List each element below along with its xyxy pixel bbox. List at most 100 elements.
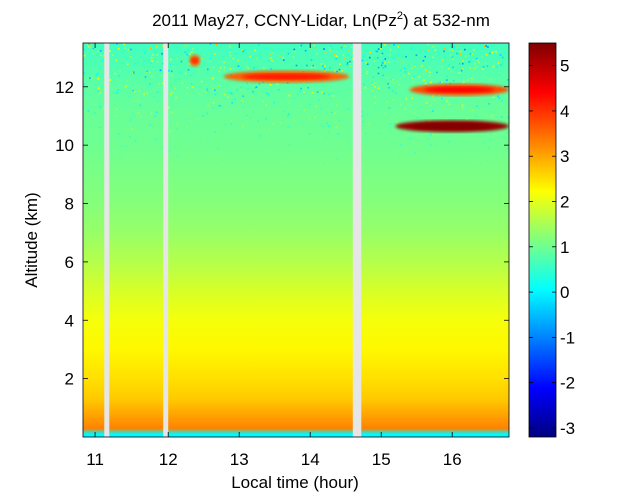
noise-speckle <box>195 98 197 101</box>
noise-speckle <box>388 86 390 89</box>
noise-speckle <box>469 60 472 63</box>
colorbar-tick-label: 0 <box>560 283 569 302</box>
noise-speckle <box>203 96 206 99</box>
noise-speckle <box>346 62 349 64</box>
noise-speckle <box>375 50 377 52</box>
noise-speckle <box>135 115 137 117</box>
noise-speckle <box>377 72 380 75</box>
noise-speckle <box>191 83 193 85</box>
x-tick-label: 14 <box>301 450 320 469</box>
noise-speckle <box>498 102 501 105</box>
noise-layer <box>83 43 509 168</box>
noise-speckle <box>263 67 265 70</box>
noise-speckle <box>91 49 94 51</box>
noise-speckle <box>437 51 440 53</box>
noise-speckle <box>414 65 416 67</box>
noise-speckle <box>133 99 135 102</box>
noise-speckle <box>115 108 118 110</box>
noise-speckle <box>374 67 376 69</box>
noise-speckle <box>143 93 145 96</box>
noise-speckle <box>466 118 468 120</box>
noise-speckle <box>462 106 464 109</box>
noise-speckle <box>489 138 491 141</box>
noise-speckle <box>242 125 244 128</box>
noise-speckle <box>346 63 348 66</box>
noise-speckle <box>407 64 409 66</box>
noise-speckle <box>273 101 276 104</box>
noise-speckle <box>379 48 382 50</box>
noise-speckle <box>491 115 494 117</box>
noise-speckle <box>389 53 391 56</box>
noise-speckle <box>144 76 147 78</box>
noise-speckle <box>83 83 85 86</box>
noise-speckle <box>255 86 258 88</box>
noise-speckle <box>452 66 454 69</box>
colorbar-tick-label: 4 <box>560 102 569 121</box>
noise-speckle <box>488 147 490 150</box>
noise-speckle <box>434 60 437 62</box>
noise-speckle <box>506 131 508 134</box>
noise-speckle <box>259 84 262 86</box>
noise-speckle <box>283 59 285 61</box>
noise-speckle <box>278 103 281 106</box>
noise-speckle <box>132 148 134 151</box>
noise-speckle <box>421 64 423 67</box>
noise-speckle <box>288 102 291 104</box>
noise-speckle <box>434 49 437 51</box>
noise-speckle <box>338 68 341 71</box>
noise-speckle <box>303 90 305 93</box>
noise-speckle <box>475 57 478 60</box>
noise-speckle <box>144 49 147 52</box>
noise-speckle <box>218 85 220 88</box>
noise-speckle <box>252 153 254 155</box>
noise-speckle <box>150 62 152 64</box>
noise-speckle <box>189 53 191 55</box>
noise-speckle <box>247 67 250 69</box>
noise-speckle <box>412 81 414 84</box>
noise-speckle <box>299 46 301 49</box>
noise-speckle <box>237 59 240 62</box>
noise-speckle <box>463 81 465 83</box>
x-tick-label: 12 <box>159 450 178 469</box>
noise-speckle <box>327 151 330 153</box>
noise-speckle <box>282 56 284 59</box>
noise-speckle <box>138 90 141 92</box>
noise-speckle <box>362 149 364 152</box>
noise-speckle <box>232 58 234 60</box>
noise-speckle <box>324 65 326 67</box>
noise-speckle <box>308 47 311 49</box>
noise-speckle <box>396 121 398 123</box>
x-tick-label: 16 <box>443 450 462 469</box>
noise-speckle <box>87 44 89 46</box>
noise-speckle <box>323 48 325 50</box>
noise-speckle <box>172 63 175 66</box>
noise-speckle <box>444 47 447 50</box>
noise-speckle <box>125 85 128 87</box>
noise-speckle <box>295 64 298 67</box>
noise-speckle <box>420 65 422 68</box>
noise-speckle <box>347 115 350 118</box>
noise-speckle <box>452 79 455 82</box>
noise-speckle <box>97 50 100 53</box>
noise-speckle <box>405 96 408 99</box>
noise-speckle <box>83 48 85 51</box>
noise-speckle <box>130 48 132 51</box>
noise-speckle <box>369 51 372 54</box>
noise-speckle <box>459 52 461 55</box>
noise-speckle <box>223 66 226 69</box>
noise-speckle <box>246 65 249 68</box>
noise-speckle <box>416 117 419 119</box>
y-tick-label: 12 <box>55 78 74 97</box>
noise-speckle <box>287 148 289 150</box>
noise-speckle <box>240 102 242 104</box>
noise-speckle <box>384 62 386 64</box>
noise-speckle <box>214 130 217 133</box>
noise-speckle <box>161 96 163 98</box>
noise-speckle <box>84 78 86 81</box>
noise-speckle <box>473 49 475 51</box>
noise-speckle <box>190 51 193 53</box>
noise-speckle <box>490 133 492 135</box>
noise-speckle <box>219 104 221 107</box>
noise-speckle <box>139 116 142 118</box>
noise-speckle <box>174 87 176 90</box>
